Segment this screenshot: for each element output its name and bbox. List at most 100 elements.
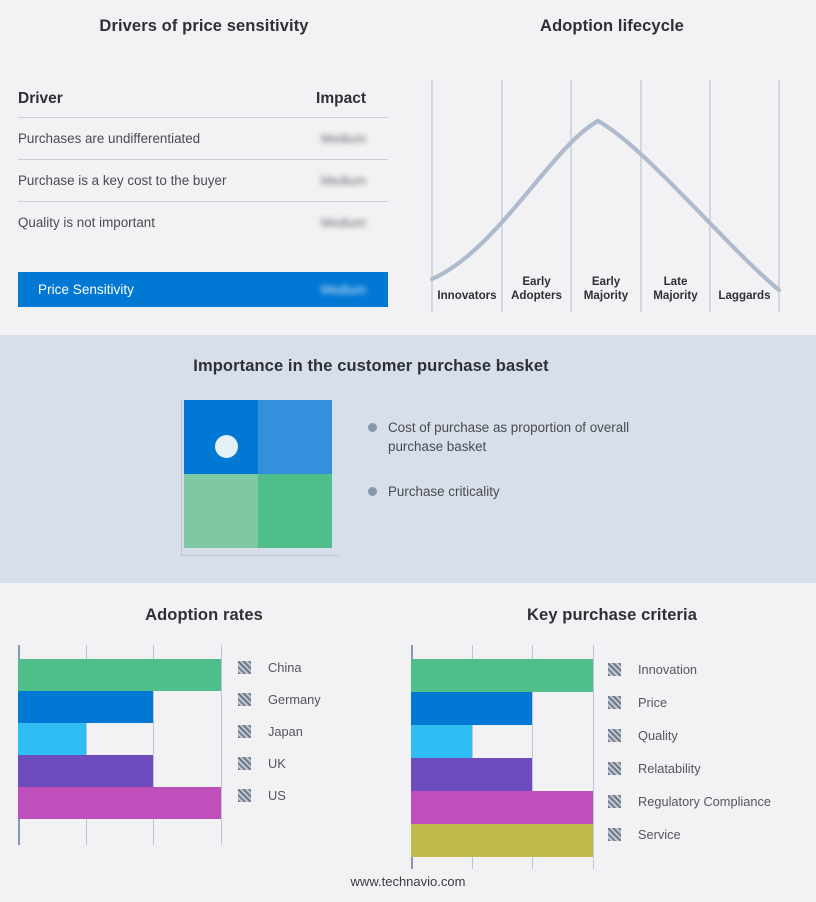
criteria-title: Key purchase criteria — [527, 606, 697, 624]
stage-label-second-word: Majority — [583, 289, 629, 302]
legend-item: Cost of purchase as proportion of overal… — [368, 418, 668, 456]
impact-value: Medium — [320, 215, 366, 230]
legend-label: Purchase criticality — [388, 484, 500, 499]
hatched-swatch-icon — [238, 724, 251, 738]
legend-item: Relatability — [608, 752, 808, 785]
stage-label: Innovators — [437, 289, 497, 302]
impact-value: Medium — [320, 173, 366, 188]
column-header-driver: Driver — [18, 90, 63, 107]
stage-label-second-word: Majority — [653, 289, 698, 302]
price-sensitivity-impact: Medium — [320, 282, 366, 297]
legend-item: Germany — [238, 683, 398, 715]
price-sensitivity-row: Price Sensitivity Medium — [18, 272, 388, 307]
adoption-rates-panel: Adoption rates China Germany Japan UK US — [0, 583, 408, 902]
matrix-y-axis — [181, 400, 182, 555]
driver-label: Purchases are undifferentiated — [18, 131, 201, 146]
adoption-lifecycle-panel: Adoption lifecycle Innovators Early Adopt… — [408, 0, 816, 335]
header-divider — [18, 117, 388, 118]
key-purchase-criteria-panel: Key purchase criteria Innovation Price Qua… — [408, 583, 816, 902]
adoption-rates-plot — [18, 645, 222, 845]
matrix-grid — [184, 400, 332, 548]
footer-url: www.technavio.com — [0, 874, 816, 889]
hatched-swatch-icon — [608, 828, 621, 841]
driver-label: Quality is not important — [18, 215, 155, 230]
legend-item: US — [238, 779, 398, 811]
matrix-x-axis — [181, 555, 339, 556]
lifecycle-gridlines — [431, 80, 780, 312]
adoption-rates-title: Adoption rates — [145, 606, 263, 624]
chart-gridline — [85, 645, 87, 845]
column-header-impact: Impact — [316, 90, 366, 107]
hatched-swatch-icon — [238, 788, 251, 802]
adoption-rates-legend: China Germany Japan UK US — [238, 651, 398, 811]
legend-label: Cost of purchase as proportion of overal… — [388, 420, 630, 454]
bar-quality — [411, 725, 472, 758]
basket-legend: Cost of purchase as proportion of overal… — [368, 418, 668, 527]
legend-item: Regulatory Compliance — [608, 785, 808, 818]
legend-item: Innovation — [608, 653, 808, 686]
hatched-swatch-icon — [608, 762, 621, 775]
drivers-panel: Drivers of price sensitivity Driver Impa… — [0, 0, 408, 335]
legend-label: China — [268, 659, 302, 675]
quadrant-bottom-left — [184, 474, 258, 548]
bullet-dot-icon — [368, 487, 377, 496]
legend-item: Service — [608, 818, 808, 851]
table-row: Purchases are undifferentiated Medium — [18, 118, 388, 159]
legend-label: Service — [638, 827, 681, 842]
quadrant-matrix — [181, 400, 339, 560]
legend-label: Regulatory Compliance — [638, 794, 772, 809]
quadrant-top-right — [258, 400, 332, 474]
footer-url-text: www.technavio.com — [350, 874, 466, 889]
legend-item: UK — [238, 747, 398, 779]
hatched-swatch-icon — [608, 696, 621, 709]
legend-label: Japan — [268, 723, 303, 739]
hatched-swatch-icon — [608, 795, 621, 808]
legend-label: Innovation — [638, 662, 698, 677]
legend-label: Price — [638, 695, 668, 710]
chart-gridline — [471, 645, 473, 869]
table-header-row: Driver Impact — [18, 90, 388, 117]
lifecycle-title: Adoption lifecycle — [540, 17, 684, 35]
criteria-plot — [411, 645, 594, 869]
adoption-bell-curve — [429, 118, 782, 293]
lifecycle-stage-early-adopters: Early Adopters — [511, 275, 562, 302]
row-divider — [18, 159, 388, 160]
row-divider — [18, 201, 388, 202]
chart-gridline — [532, 645, 534, 869]
lifecycle-chart — [429, 80, 782, 312]
criteria-legend: Innovation Price Quality Relatability Regula… — [608, 653, 808, 851]
bar-relatability — [411, 758, 533, 791]
legend-label: US — [268, 787, 286, 803]
lifecycle-stage-early-majority: Early Majority — [583, 275, 629, 302]
legend-item: Japan — [238, 715, 398, 747]
legend-label: UK — [268, 755, 286, 771]
table-row: Quality is not important Medium — [18, 202, 388, 243]
bar-china — [18, 659, 221, 691]
bullet-dot-icon — [368, 423, 377, 432]
legend-item: Price — [608, 686, 808, 719]
hatched-swatch-icon — [238, 660, 251, 674]
hatched-swatch-icon — [608, 663, 621, 676]
quadrant-bottom-right — [258, 474, 332, 548]
stage-label: Laggards — [718, 289, 771, 302]
bar-price — [411, 692, 533, 725]
chart-gridline — [221, 645, 222, 845]
legend-label: Relatability — [638, 761, 701, 776]
bar-service — [411, 824, 593, 857]
hatched-swatch-icon — [238, 756, 251, 770]
lifecycle-stage-late-majority: Late Majority — [653, 275, 698, 302]
purchase-basket-panel: Importance in the customer purchase bask… — [0, 335, 816, 583]
legend-label: Quality — [638, 728, 678, 743]
bar-innovation — [411, 659, 593, 692]
stage-label-second-word: Adopters — [511, 289, 562, 302]
chart-gridline — [153, 645, 155, 845]
chart-gridline — [593, 645, 594, 869]
legend-label: Germany — [268, 691, 321, 707]
legend-item: China — [238, 651, 398, 683]
bar-germany — [18, 691, 154, 723]
legend-item: Quality — [608, 719, 808, 752]
drivers-title: Drivers of price sensitivity — [99, 17, 309, 35]
lifecycle-stage-innovators: Innovators — [432, 289, 502, 303]
price-sensitivity-label: Price Sensitivity — [38, 282, 134, 297]
legend-item: Purchase criticality — [368, 482, 668, 501]
